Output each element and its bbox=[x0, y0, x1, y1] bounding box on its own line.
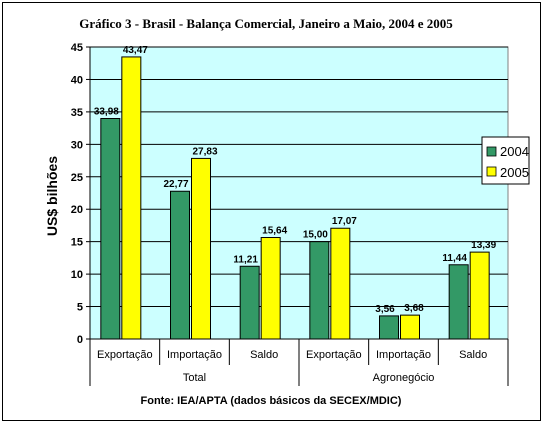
x-category-label: Saldo bbox=[459, 349, 487, 361]
x-category-label: Importação bbox=[376, 349, 431, 361]
bar-label-2005-2: 15,64 bbox=[262, 226, 287, 237]
source-note: Fonte: IEA/APTA (dados básicos da SECEX/… bbox=[141, 395, 402, 407]
y-tick-label: 40 bbox=[71, 74, 83, 86]
bar-label-2005-4: 3,68 bbox=[404, 303, 424, 314]
bar-2004-0 bbox=[100, 118, 121, 340]
x-group-label: Agronegócio bbox=[373, 372, 435, 384]
bar-label-2005-3: 17,07 bbox=[332, 216, 357, 227]
chart-title: Gráfico 3 - Brasil - Balança Comercial, … bbox=[79, 16, 453, 31]
y-tick-label: 45 bbox=[71, 42, 83, 54]
bar-label-2005-5: 13,39 bbox=[471, 240, 496, 251]
bar-value-labels: 33,98 22,77 11,21 15,00 3,56 11,44 43,47 27,83 1… bbox=[94, 45, 497, 315]
bar-2005-4 bbox=[400, 314, 420, 340]
bar-label-2004-0: 33,98 bbox=[94, 107, 119, 118]
bar-2005-1 bbox=[191, 157, 211, 340]
legend-swatch-2004 bbox=[486, 146, 497, 157]
legend: 2004 2005 bbox=[481, 136, 530, 185]
bar-2005-3 bbox=[330, 227, 351, 340]
x-axis: Exportação Importação Saldo Exportação Impor… bbox=[89, 338, 509, 386]
y-axis-title: US$ bilhões bbox=[44, 156, 60, 236]
bar-label-2004-2: 11,21 bbox=[233, 254, 258, 265]
plot-area bbox=[89, 46, 509, 340]
y-tick-label: 25 bbox=[71, 172, 83, 184]
y-tick-label: 0 bbox=[77, 334, 83, 346]
y-axis-ticks: 0 5 10 15 20 25 30 35 40 45 bbox=[71, 42, 91, 346]
x-category-label: Exportação bbox=[306, 349, 362, 361]
y-tick-label: 20 bbox=[71, 204, 83, 216]
bar-2005-2 bbox=[260, 237, 281, 340]
y-tick-label: 30 bbox=[71, 139, 83, 151]
bar-label-2005-1: 27,83 bbox=[192, 146, 217, 157]
x-category-label: Importação bbox=[167, 349, 222, 361]
bar-2004-5 bbox=[448, 264, 469, 340]
bar-2005-0 bbox=[121, 56, 142, 340]
x-group-label: Total bbox=[183, 372, 206, 384]
bar-2004-3 bbox=[309, 241, 330, 340]
bar-2005-5 bbox=[469, 251, 490, 340]
y-tick-label: 35 bbox=[71, 107, 83, 119]
bar-label-2004-4: 3,56 bbox=[375, 304, 395, 315]
legend-swatch-2005 bbox=[486, 166, 497, 177]
y-tick-label: 15 bbox=[71, 237, 83, 249]
bar-label-2004-1: 22,77 bbox=[163, 179, 188, 190]
gridlines bbox=[90, 46, 508, 308]
bar-2004-4 bbox=[379, 315, 399, 340]
bars bbox=[100, 56, 490, 340]
bar-label-2004-3: 15,00 bbox=[303, 230, 328, 241]
legend-label-2005: 2005 bbox=[500, 165, 529, 180]
legend-label-2004: 2004 bbox=[500, 144, 529, 159]
bar-2004-1 bbox=[170, 190, 190, 340]
x-category-label: Exportação bbox=[97, 349, 153, 361]
bar-label-2005-0: 43,47 bbox=[123, 45, 148, 56]
y-tick-label: 5 bbox=[77, 302, 83, 314]
y-tick-label: 10 bbox=[71, 269, 83, 281]
x-category-label: Saldo bbox=[250, 349, 278, 361]
bar-label-2004-5: 11,44 bbox=[442, 253, 467, 264]
bar-2004-2 bbox=[239, 265, 260, 340]
